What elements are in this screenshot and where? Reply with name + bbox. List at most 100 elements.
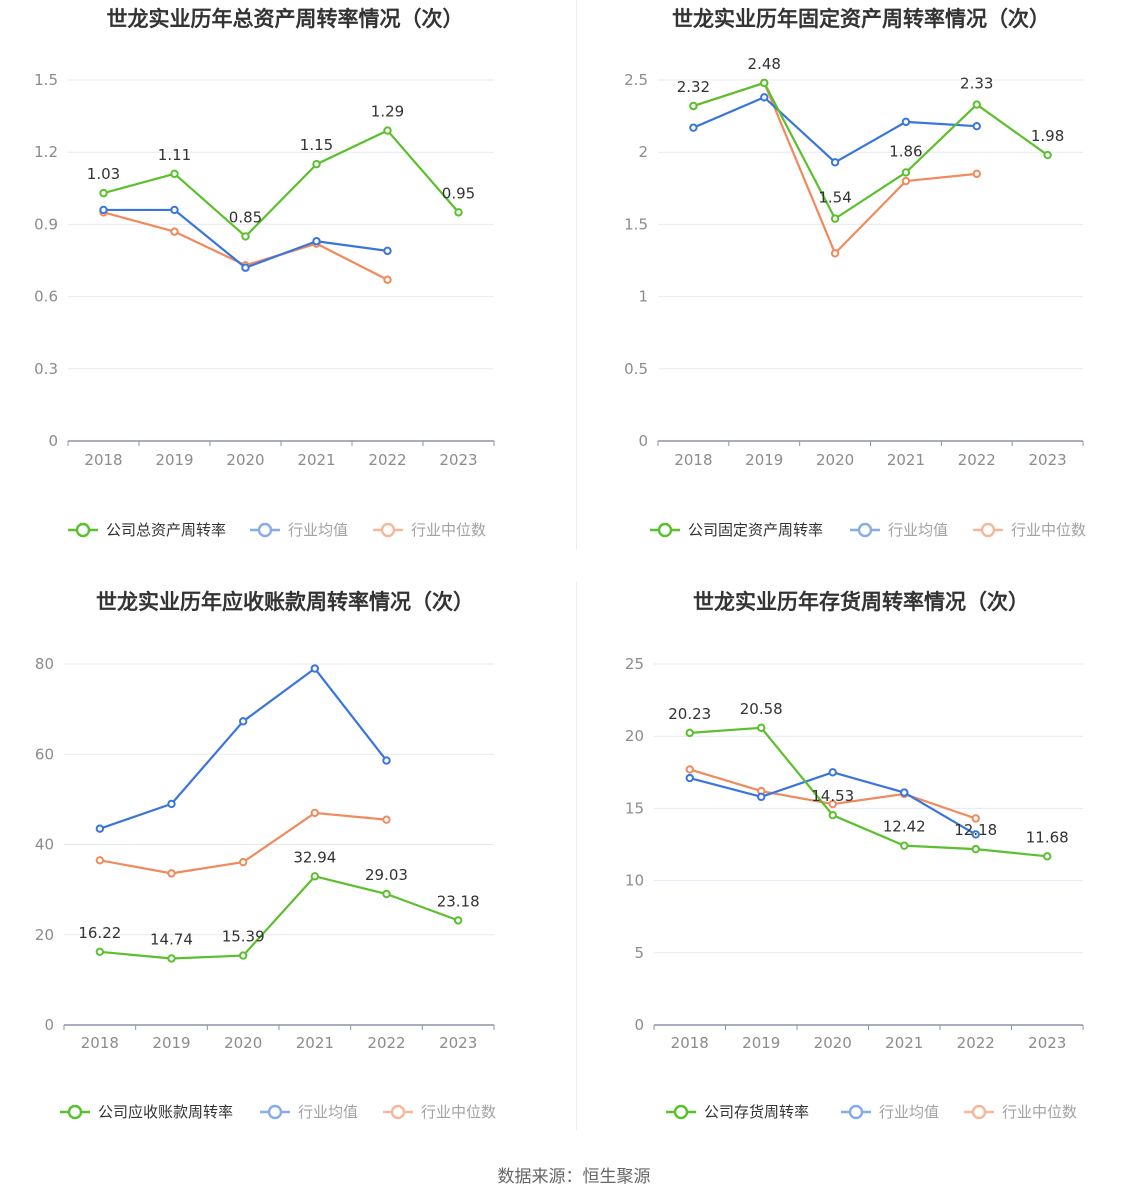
data-point-industry-median[interactable] — [685, 765, 694, 774]
legend-item-industry-avg[interactable]: 行业均值 — [850, 521, 948, 539]
y-tick-label: 80 — [35, 655, 54, 673]
series-line-company — [693, 81, 1049, 220]
legend-item-industry-median[interactable]: 行业中位数 — [373, 521, 486, 539]
data-point-industry-median[interactable] — [972, 169, 981, 179]
x-tick-label: 2023 — [1028, 1034, 1066, 1052]
legend-item-company[interactable]: 公司存货周转率 — [666, 1103, 809, 1121]
legend-item-industry-avg[interactable]: 行业均值 — [841, 1103, 939, 1121]
data-point-industry-median[interactable] — [382, 815, 391, 824]
chart-panel-fixed-asset-turnover: 世龙实业历年固定资产周转率情况（次） 0 0.5 1 1.5 2 2.5 2018 2019 20… — [578, 0, 1148, 565]
data-point-industry-avg[interactable] — [830, 158, 840, 167]
data-point-company[interactable] — [310, 872, 320, 881]
data-point-company[interactable] — [382, 889, 391, 899]
data-point-industry-avg[interactable] — [95, 824, 105, 833]
y-tick-label: 0.6 — [34, 288, 58, 306]
data-point-company[interactable] — [830, 214, 840, 223]
divider-top — [576, 0, 577, 550]
data-point-industry-avg[interactable] — [238, 717, 248, 726]
data-point-industry-avg[interactable] — [900, 788, 909, 797]
chart-svg: 世龙实业历年固定资产周转率情况（次） 0 0.5 1 1.5 2 2.5 2018 2019 20… — [624, 7, 1086, 539]
legend-item-industry-median[interactable]: 行业中位数 — [383, 1103, 496, 1121]
y-tick-label: 25 — [625, 655, 644, 673]
data-label: 20.23 — [668, 705, 711, 723]
data-point-company[interactable] — [1043, 852, 1052, 861]
data-point-industry-avg[interactable] — [757, 792, 766, 802]
data-point-industry-avg[interactable] — [971, 830, 980, 839]
series-line-company — [103, 129, 460, 238]
data-point-industry-avg[interactable] — [170, 205, 179, 215]
data-point-industry-avg[interactable] — [972, 122, 981, 131]
data-point-company[interactable] — [689, 101, 698, 111]
data-point-industry-avg[interactable] — [382, 756, 391, 765]
divider-bottom — [576, 582, 577, 1130]
data-point-company[interactable] — [170, 169, 179, 179]
legend-item-company[interactable]: 公司固定资产周转率 — [650, 521, 823, 539]
x-tick-label: 2022 — [368, 451, 406, 469]
legend-marker-icon — [657, 522, 673, 538]
x-tick-label: 2020 — [226, 451, 264, 469]
legend-item-industry-median[interactable]: 行业中位数 — [973, 521, 1086, 539]
data-point-company[interactable] — [900, 841, 909, 850]
data-point-company[interactable] — [760, 78, 769, 88]
data-point-industry-median[interactable] — [383, 275, 392, 284]
data-point-industry-avg[interactable] — [760, 93, 769, 102]
x-tick-label: 2022 — [367, 1034, 405, 1052]
data-label: 16.22 — [78, 924, 121, 942]
legend-marker-icon — [257, 522, 273, 538]
data-point-company[interactable] — [757, 723, 766, 733]
legend-item-company[interactable]: 公司应收账款周转率 — [60, 1103, 233, 1121]
y-tick-label: 20 — [35, 926, 54, 944]
data-point-industry-avg[interactable] — [310, 664, 320, 673]
data-point-industry-avg[interactable] — [241, 263, 250, 272]
y-tick-label: 60 — [35, 745, 54, 763]
data-point-industry-median[interactable] — [238, 857, 248, 867]
data-point-company[interactable] — [383, 126, 392, 135]
data-point-company[interactable] — [453, 916, 463, 925]
data-point-industry-median[interactable] — [170, 227, 179, 236]
data-point-company[interactable] — [95, 947, 105, 957]
x-tick-label: 2023 — [1028, 451, 1066, 469]
data-point-industry-avg[interactable] — [99, 205, 108, 215]
data-point-company[interactable] — [241, 232, 250, 241]
data-point-company[interactable] — [99, 188, 108, 198]
chart-panel-total-asset-turnover: 世龙实业历年总资产周转率情况（次） 0 0.3 0.6 0.9 1.2 1.5 2018 201… — [0, 0, 574, 565]
data-point-company[interactable] — [312, 160, 321, 169]
data-point-industry-avg[interactable] — [901, 117, 911, 127]
data-point-industry-median[interactable] — [828, 799, 837, 809]
data-point-industry-median[interactable] — [167, 869, 176, 878]
legend-item-industry-avg[interactable]: 行业均值 — [250, 521, 348, 539]
legend-item-industry-avg[interactable]: 行业均值 — [260, 1103, 358, 1121]
data-point-company[interactable] — [972, 100, 981, 109]
legend-item-company[interactable]: 公司总资产周转率 — [68, 521, 226, 539]
data-point-industry-avg[interactable] — [828, 768, 837, 777]
data-point-industry-median[interactable] — [310, 808, 320, 818]
data-point-industry-avg[interactable] — [689, 123, 698, 132]
chart-title: 世龙实业历年存货周转率情况（次） — [693, 590, 1029, 614]
legend-label: 行业中位数 — [421, 1103, 496, 1121]
data-point-company[interactable] — [685, 728, 694, 738]
data-point-industry-median[interactable] — [830, 249, 840, 258]
x-tick-label: 2023 — [439, 451, 477, 469]
legend-marker-icon — [673, 1104, 689, 1120]
data-point-company[interactable] — [971, 844, 980, 854]
data-label: 0.85 — [229, 208, 262, 226]
data-point-company[interactable] — [454, 208, 463, 217]
legend: 公司存货周转率 行业均值 行业中位数 — [666, 1103, 1077, 1121]
data-point-industry-avg[interactable] — [383, 246, 392, 256]
data-point-company[interactable] — [1043, 150, 1052, 160]
data-label: 11.68 — [1026, 828, 1069, 846]
data-point-company[interactable] — [828, 810, 837, 820]
data-point-industry-avg[interactable] — [167, 799, 176, 809]
legend-marker-icon — [390, 1104, 406, 1120]
data-point-company[interactable] — [238, 951, 248, 960]
legend-item-industry-median[interactable]: 行业中位数 — [964, 1103, 1077, 1121]
data-point-industry-median[interactable] — [95, 856, 105, 865]
data-point-industry-avg[interactable] — [312, 237, 321, 246]
data-point-company[interactable] — [167, 954, 176, 963]
data-point-industry-median[interactable] — [901, 176, 911, 186]
data-point-industry-median[interactable] — [971, 814, 980, 823]
data-label: 1.15 — [300, 136, 333, 154]
data-point-industry-avg[interactable] — [685, 773, 694, 783]
data-point-company[interactable] — [901, 168, 911, 177]
y-tick-label: 40 — [35, 836, 54, 854]
